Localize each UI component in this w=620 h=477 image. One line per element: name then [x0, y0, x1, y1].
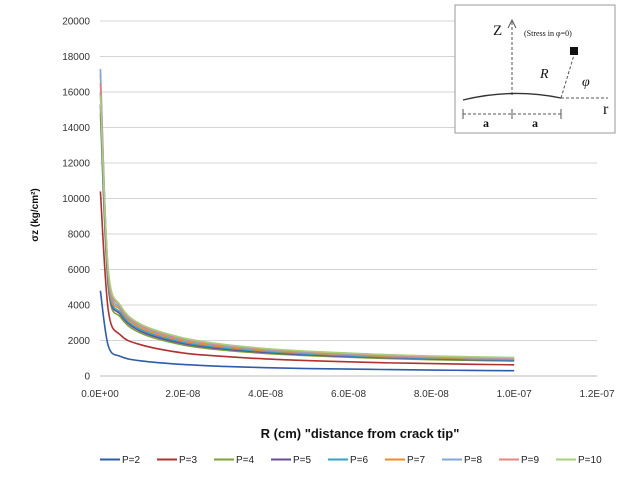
y-axis-ticks: 0 2000 4000 6000 8000 10000 12000 14000 16000 180…	[62, 17, 90, 383]
legend-label: P=3	[179, 455, 198, 466]
inset-stress-point	[570, 47, 578, 55]
legend-label: P=6	[350, 455, 369, 466]
x-tick-label: 2.0E-08	[165, 389, 200, 400]
legend: P=2 P=3 P=4 P=5 P=6 P=7 P=8 P=9 P=10	[100, 455, 602, 466]
inset-z-label: Z	[493, 23, 502, 39]
inset-a-right: a	[532, 116, 538, 130]
inset-radius-line	[560, 54, 575, 99]
inset-phi-label: φ	[582, 75, 590, 90]
y-tick-label: 4000	[68, 301, 91, 312]
inset-R-label: R	[539, 67, 549, 82]
y-tick-label: 12000	[62, 159, 90, 170]
series-line-p3	[99, 191, 515, 366]
legend-label: P=7	[407, 455, 426, 466]
x-tick-label: 0.0E+00	[81, 389, 119, 400]
inset-r-label: r	[603, 101, 609, 118]
series-line-p5	[99, 104, 515, 362]
series-line-p10	[99, 95, 515, 359]
y-tick-label: 10000	[62, 194, 90, 205]
inset-note: (Stress in φ=0)	[524, 29, 572, 38]
inset-frame	[454, 4, 616, 134]
crack-geometry-inset: Z (Stress in φ=0) R φ r a a	[454, 4, 616, 134]
y-tick-label: 16000	[62, 88, 90, 99]
legend-label: P=4	[236, 455, 255, 466]
series-line-p9	[99, 83, 515, 359]
series-line-p7	[99, 74, 515, 360]
y-tick-label: 0	[84, 372, 90, 383]
inset-a-left: a	[483, 116, 489, 130]
x-axis-ticks: 0.0E+00 2.0E-08 4.0E-08 6.0E-08 8.0E-08 1.0E-…	[81, 389, 615, 400]
legend-label: P=5	[293, 455, 312, 466]
y-axis-title: σz (kg/cm²)	[30, 188, 41, 242]
legend-label: P=9	[521, 455, 540, 466]
legend-label: P=2	[122, 455, 141, 466]
x-tick-label: 1.2E-07	[579, 389, 614, 400]
y-tick-label: 6000	[68, 265, 91, 276]
series-line-p2	[99, 290, 515, 372]
y-tick-label: 18000	[62, 52, 90, 63]
series-line-p8	[99, 68, 515, 360]
x-tick-label: 1.0E-07	[497, 389, 532, 400]
x-tick-label: 4.0E-08	[248, 389, 283, 400]
legend-label: P=8	[464, 455, 483, 466]
series-line-p6	[99, 91, 515, 361]
series-line-p4	[99, 113, 515, 362]
y-tick-label: 2000	[68, 336, 91, 347]
x-tick-label: 6.0E-08	[331, 389, 366, 400]
inset-crack-surface	[462, 92, 562, 101]
series-lines	[99, 68, 515, 372]
x-axis-title: R (cm) "distance from crack tip"	[261, 426, 460, 441]
y-tick-label: 8000	[68, 230, 91, 241]
y-tick-label: 14000	[62, 123, 90, 134]
inset-z-arrow	[507, 18, 517, 29]
y-tick-label: 20000	[62, 17, 90, 28]
legend-label: P=10	[578, 455, 602, 466]
x-tick-label: 8.0E-08	[414, 389, 449, 400]
